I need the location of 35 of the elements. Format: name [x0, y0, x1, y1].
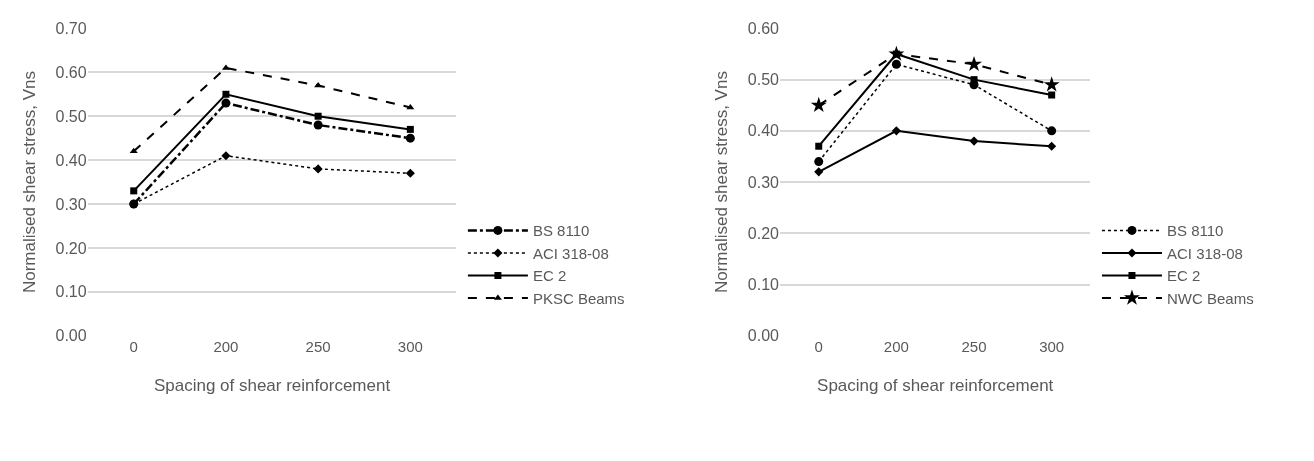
x-axis-title: Spacing of shear reinforcement [817, 376, 1054, 396]
legend-label: EC 2 [1166, 267, 1201, 285]
legend-label: BS 8110 [1166, 222, 1224, 240]
x-tick-label: 0 [129, 337, 138, 355]
legend-label: BS 8110 [532, 222, 590, 240]
y-tick-label: 0.30 [747, 173, 780, 191]
y-tick-label: 0.30 [55, 195, 87, 213]
y-axis-title: Normalised shear stress, Vns [20, 71, 40, 294]
y-axis-title: Normalised shear stress, Vns [712, 71, 732, 294]
legend-label: NWC Beams [1166, 289, 1254, 307]
legend-label: PKSC Beams [532, 289, 625, 307]
y-tick-label: 0.70 [55, 20, 87, 38]
x-tick-label: 0 [814, 337, 823, 355]
y-tick-label: 0.10 [55, 283, 87, 301]
x-tick-label: 300 [397, 337, 423, 355]
y-tick-label: 0.20 [55, 239, 87, 257]
x-tick-label: 200 [213, 337, 239, 355]
y-tick-label: 0.00 [747, 327, 780, 345]
y-tick-label: 0.40 [55, 151, 87, 169]
y-tick-label: 0.40 [747, 122, 780, 140]
y-tick-label: 0.20 [747, 224, 780, 242]
y-tick-label: 0.50 [55, 107, 87, 125]
legend-label: ACI 318-08 [1166, 244, 1243, 262]
x-tick-label: 250 [305, 337, 331, 355]
y-tick-label: 0.60 [747, 20, 780, 38]
y-tick-label: 0.10 [747, 276, 780, 294]
x-tick-label: 200 [883, 337, 909, 355]
legend-label: ACI 318-08 [532, 244, 609, 262]
y-tick-label: 0.00 [55, 327, 87, 345]
y-tick-label: 0.60 [55, 63, 87, 81]
x-axis-title: Spacing of shear reinforcement [153, 376, 391, 396]
x-tick-label: 300 [1039, 337, 1065, 355]
y-tick-label: 0.50 [747, 71, 780, 89]
x-tick-label: 250 [961, 337, 987, 355]
legend-label: EC 2 [532, 267, 567, 285]
